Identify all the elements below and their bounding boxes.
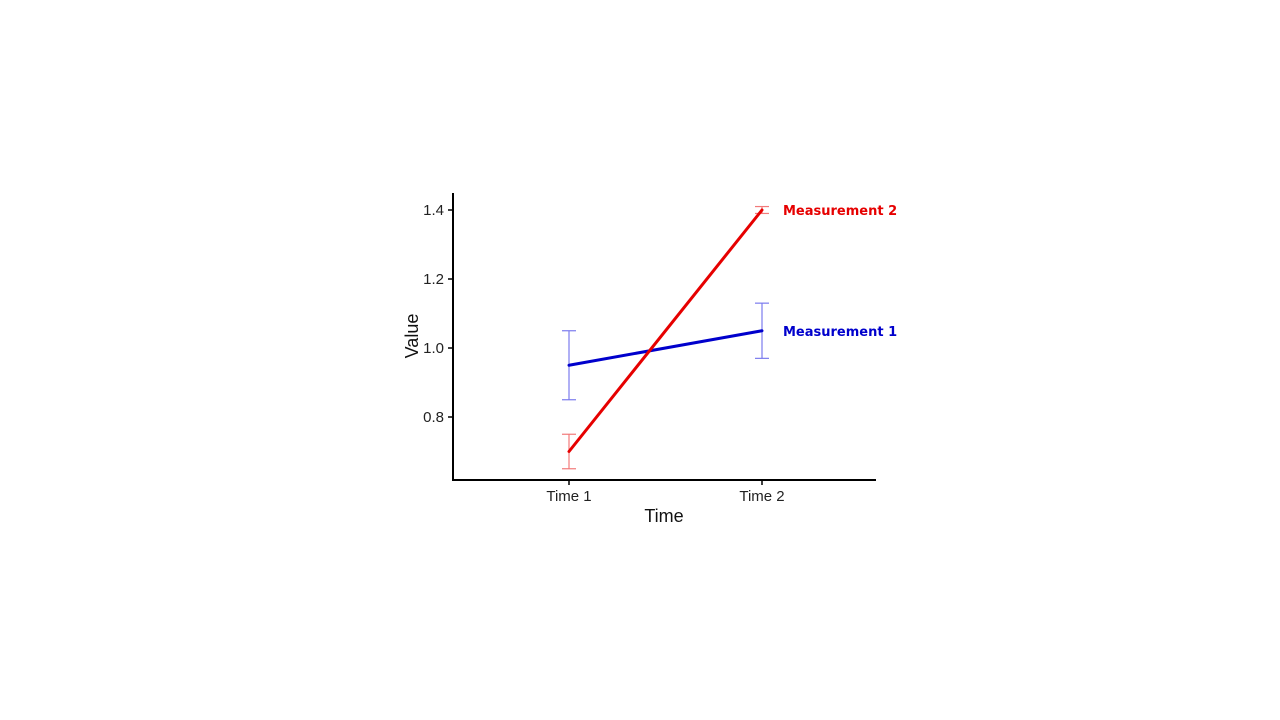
series-line xyxy=(567,329,764,367)
x-tick-label: Time 2 xyxy=(739,488,784,505)
y-tick-label: 1.4 xyxy=(423,202,444,219)
x-axis-title: Time xyxy=(644,506,683,526)
x-axis-ticks: Time 1 Time 2 xyxy=(546,480,785,505)
series-line xyxy=(567,208,764,453)
y-tick-label: 1.0 xyxy=(423,340,444,357)
y-tick-label: 1.2 xyxy=(423,271,444,288)
series-label: Measurement 2 xyxy=(783,204,897,219)
series-labels: Measurement 1 Measurement 2 xyxy=(783,204,897,340)
plot-area xyxy=(562,205,769,470)
y-axis-title: Value xyxy=(402,314,422,359)
y-axis-ticks: 0.8 1.0 1.2 1.4 xyxy=(423,202,453,426)
y-tick-label: 0.8 xyxy=(423,409,444,426)
series-label: Measurement 1 xyxy=(783,325,897,340)
x-tick-label: Time 1 xyxy=(546,488,591,505)
